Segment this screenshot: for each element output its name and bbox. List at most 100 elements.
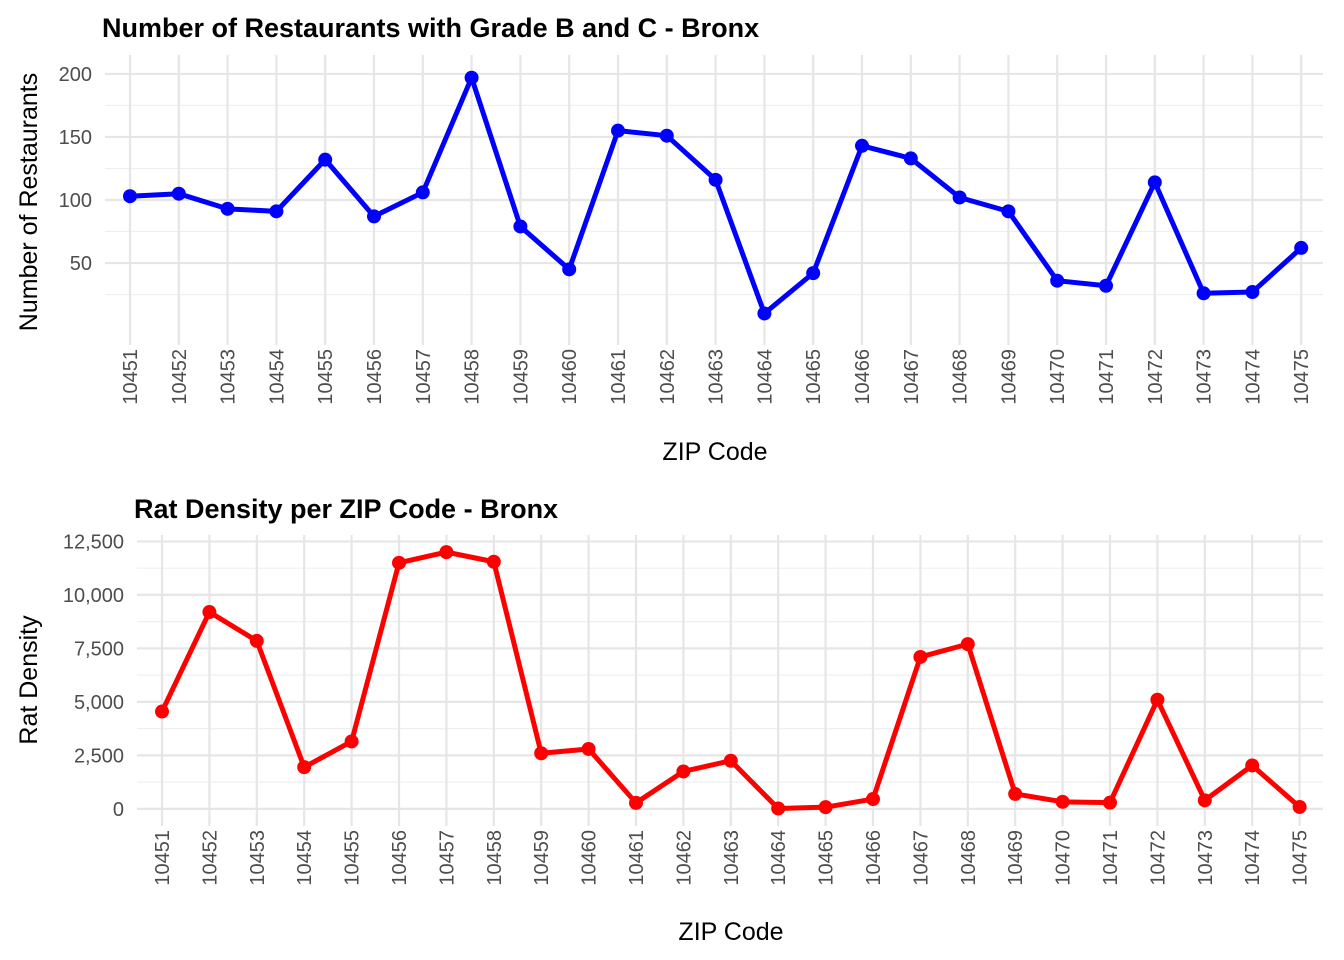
data-point <box>676 764 691 779</box>
x-tick-label: 10462 <box>657 349 679 405</box>
x-tick-label: 10455 <box>315 349 337 405</box>
x-tick-label: 10470 <box>1047 349 1069 405</box>
x-tick-label: 10459 <box>531 830 553 886</box>
x-tick-label: 10458 <box>484 830 506 886</box>
x-tick-label: 10457 <box>436 830 458 886</box>
x-tick-label: 10472 <box>1147 830 1169 886</box>
data-point <box>1008 786 1023 801</box>
data-point <box>866 792 880 807</box>
x-tick-label: 10475 <box>1291 349 1313 405</box>
data-point <box>1196 286 1211 301</box>
data-point <box>1150 692 1165 707</box>
data-point <box>1050 273 1065 288</box>
x-tick-label: 10454 <box>266 349 288 405</box>
x-tick-label: 10469 <box>1005 830 1027 886</box>
data-point <box>202 605 217 620</box>
data-point <box>855 138 869 153</box>
data-point <box>1055 794 1070 809</box>
x-tick-label: 10472 <box>1145 349 1167 405</box>
data-point <box>1197 793 1212 808</box>
x-tick-label: 10456 <box>364 349 386 405</box>
x-tick-label: 10468 <box>950 349 972 405</box>
x-tick-label: 10470 <box>1053 830 1075 886</box>
y-tick-label: 2,500 <box>74 745 124 767</box>
data-point <box>344 734 359 749</box>
data-point <box>723 753 738 768</box>
data-point <box>392 555 406 570</box>
data-point <box>952 190 967 205</box>
y-tick-label: 7,500 <box>74 638 124 660</box>
x-tick-label: 10464 <box>754 349 776 405</box>
x-tick-label: 10467 <box>910 830 932 886</box>
data-point <box>1147 175 1162 190</box>
x-tick-label: 10471 <box>1096 349 1118 405</box>
x-tick-label: 10473 <box>1194 349 1216 405</box>
data-point <box>611 123 625 138</box>
x-tick-label: 10468 <box>958 830 980 886</box>
x-tick-label: 10465 <box>803 349 825 405</box>
chart-title: Number of Restaurants with Grade B and C… <box>102 13 759 43</box>
y-tick-label: 10,000 <box>63 585 124 607</box>
data-point <box>960 637 975 652</box>
x-tick-labels: 10451 10452 10453 10454 10455 10456 10457 10458… <box>152 830 1312 886</box>
data-point <box>534 746 549 761</box>
data-point <box>903 151 918 166</box>
data-point <box>1001 204 1016 219</box>
x-tick-label: 10462 <box>673 830 695 886</box>
y-axis-title: Rat Density <box>15 615 43 745</box>
x-tick-label: 10474 <box>1242 349 1264 405</box>
chart-title: Rat Density per ZIP Code - Bronx <box>134 494 558 524</box>
rat-density-chart: Rat Density per ZIP Code - Bronx 0 2,500 5… <box>15 494 1323 946</box>
y-tick-label: 5,000 <box>74 692 124 714</box>
data-point <box>155 704 169 719</box>
x-tick-label: 10471 <box>1100 830 1122 886</box>
x-tick-label: 10474 <box>1242 830 1264 886</box>
x-tick-label: 10457 <box>413 349 435 405</box>
x-tick-label: 10464 <box>768 830 790 886</box>
y-axis-title: Number of Restaurants <box>15 73 43 331</box>
gridlines <box>137 535 1323 826</box>
x-tick-label: 10458 <box>462 349 484 405</box>
data-point <box>913 649 928 664</box>
x-tick-labels: 10451 10452 10453 10454 10455 10456 10457 10458… <box>120 349 1313 405</box>
data-point <box>1103 795 1117 810</box>
data-point <box>629 795 643 810</box>
data-point <box>708 172 723 187</box>
x-tick-label: 10466 <box>852 349 874 405</box>
series <box>155 545 1307 816</box>
x-tick-label: 10460 <box>579 830 601 886</box>
restaurants-chart: Number of Restaurants with Grade B and C… <box>15 13 1323 466</box>
x-tick-label: 10456 <box>389 830 411 886</box>
x-tick-label: 10459 <box>510 349 532 405</box>
data-point <box>757 306 772 321</box>
x-tick-label: 10454 <box>294 830 316 886</box>
data-point <box>367 209 381 224</box>
x-tick-label: 10461 <box>608 349 630 405</box>
data-point <box>269 204 284 219</box>
x-axis-title: ZIP Code <box>662 438 767 466</box>
data-point <box>464 70 479 85</box>
x-tick-label: 10453 <box>218 349 240 405</box>
data-point <box>513 219 528 234</box>
x-tick-label: 10463 <box>706 349 728 405</box>
x-tick-label: 10461 <box>626 830 648 886</box>
data-point <box>171 186 186 201</box>
y-tick-label: 100 <box>59 190 92 212</box>
x-tick-label: 10452 <box>199 830 221 886</box>
x-tick-label: 10467 <box>901 349 923 405</box>
data-point <box>562 262 577 277</box>
x-tick-label: 10453 <box>247 830 269 886</box>
data-point <box>1294 240 1309 255</box>
data-point <box>1245 285 1260 300</box>
data-point <box>806 266 821 281</box>
data-point <box>1099 278 1113 293</box>
x-tick-label: 10451 <box>152 830 174 886</box>
y-tick-labels: 50 100 150 200 <box>59 64 92 275</box>
data-point <box>415 185 430 200</box>
series <box>123 70 1309 321</box>
data-point <box>439 545 454 560</box>
x-tick-label: 10466 <box>863 830 885 886</box>
data-point <box>581 741 596 756</box>
